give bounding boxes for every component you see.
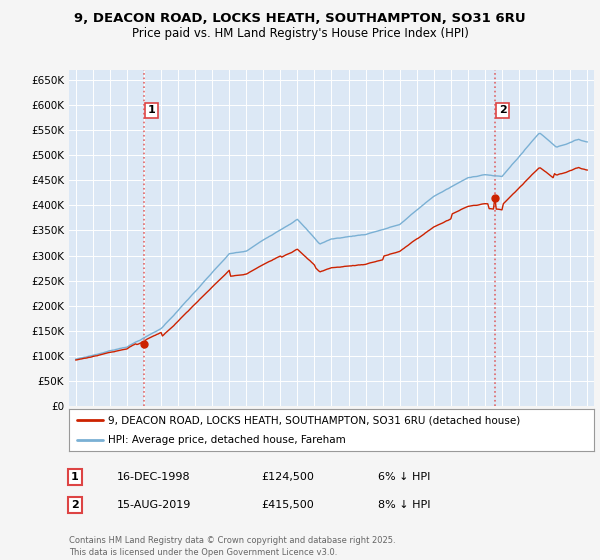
- Text: £415,500: £415,500: [261, 500, 314, 510]
- Text: £124,500: £124,500: [261, 472, 314, 482]
- Text: 1: 1: [71, 472, 79, 482]
- Text: Price paid vs. HM Land Registry's House Price Index (HPI): Price paid vs. HM Land Registry's House …: [131, 27, 469, 40]
- Text: 15-AUG-2019: 15-AUG-2019: [117, 500, 191, 510]
- Text: 6% ↓ HPI: 6% ↓ HPI: [378, 472, 430, 482]
- Text: 2: 2: [71, 500, 79, 510]
- Text: 8% ↓ HPI: 8% ↓ HPI: [378, 500, 431, 510]
- Text: 9, DEACON ROAD, LOCKS HEATH, SOUTHAMPTON, SO31 6RU: 9, DEACON ROAD, LOCKS HEATH, SOUTHAMPTON…: [74, 12, 526, 25]
- Text: HPI: Average price, detached house, Fareham: HPI: Average price, detached house, Fare…: [109, 435, 346, 445]
- Text: 1: 1: [148, 105, 155, 115]
- Text: Contains HM Land Registry data © Crown copyright and database right 2025.
This d: Contains HM Land Registry data © Crown c…: [69, 536, 395, 557]
- Text: 9, DEACON ROAD, LOCKS HEATH, SOUTHAMPTON, SO31 6RU (detached house): 9, DEACON ROAD, LOCKS HEATH, SOUTHAMPTON…: [109, 415, 521, 425]
- Text: 16-DEC-1998: 16-DEC-1998: [117, 472, 191, 482]
- Text: 2: 2: [499, 105, 506, 115]
